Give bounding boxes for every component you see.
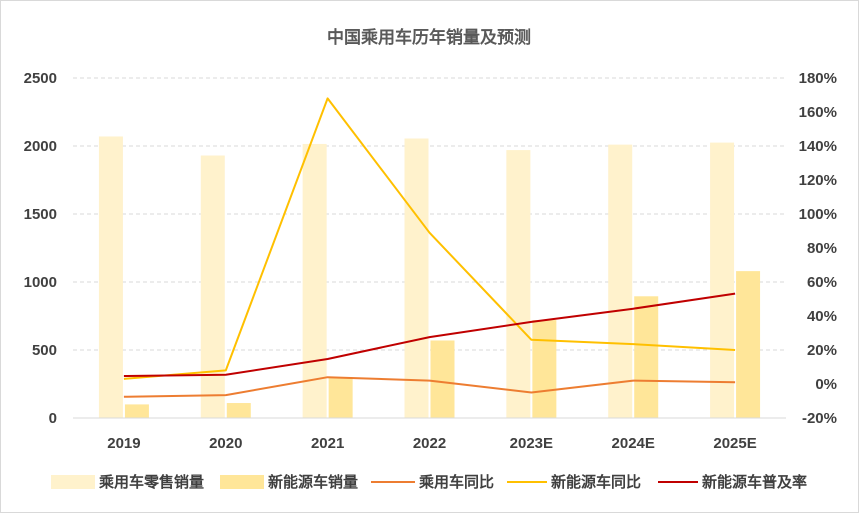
bar: [710, 142, 735, 418]
right-tick-label: 160%: [799, 104, 837, 121]
bar: [634, 296, 659, 418]
legend-label: 乘用车同比: [418, 473, 494, 491]
category-label: 2024E: [612, 435, 655, 452]
right-tick-label: 20%: [807, 342, 837, 359]
bar: [200, 155, 225, 418]
right-tick-label: 180%: [799, 70, 837, 87]
left-tick-label: 1000: [24, 274, 57, 291]
left-tick-label: 0: [49, 410, 57, 427]
legend-label: 新能源车同比: [551, 473, 641, 491]
bar: [404, 138, 429, 418]
right-tick-label: 80%: [807, 240, 837, 257]
right-tick-label: 0%: [815, 376, 837, 393]
bar: [532, 320, 557, 418]
series-line: [123, 376, 736, 398]
right-tick-label: 100%: [799, 206, 837, 223]
bar: [98, 136, 123, 419]
right-tick-label: 40%: [807, 308, 837, 325]
legend-label: 新能源车销量: [268, 473, 358, 491]
category-label: 2023E: [510, 435, 553, 452]
gridlines: [73, 77, 786, 351]
left-tick-label: 2500: [24, 70, 57, 87]
bars: [98, 136, 761, 419]
legend-swatch: [51, 475, 95, 489]
left-tick-label: 1500: [24, 206, 57, 223]
bar: [506, 150, 531, 418]
lines: [123, 97, 736, 398]
left-axis: 0 500 1000 1500 2000 2500: [24, 70, 57, 427]
legend-label: 新能源车普及率: [702, 473, 807, 491]
legend: 乘用车零售销量 新能源车销量 乘用车同比 新能源车同比 新能源车普及率: [51, 473, 807, 491]
category-label: 2021: [311, 435, 344, 452]
bar: [124, 404, 149, 418]
right-tick-label: 140%: [799, 138, 837, 155]
series-line: [123, 97, 736, 380]
bar: [736, 271, 761, 418]
x-axis: 2019 2020 2021 2022 2023E 2024E 2025E: [73, 417, 786, 452]
right-axis: -20% 0% 20% 40% 60% 80% 100% 120% 140% 160% 180%: [799, 70, 837, 427]
bar: [226, 403, 251, 418]
chart-title: 中国乘用车历年销量及预测: [327, 27, 531, 47]
category-label: 2019: [107, 435, 140, 452]
right-tick-label: -20%: [802, 410, 837, 427]
bar: [328, 377, 353, 418]
legend-label: 乘用车零售销量: [98, 473, 204, 491]
bar: [608, 144, 633, 418]
right-tick-label: 120%: [799, 172, 837, 189]
left-tick-label: 500: [32, 342, 57, 359]
legend-swatch: [220, 475, 264, 489]
left-tick-label: 2000: [24, 138, 57, 155]
category-label: 2025E: [713, 435, 756, 452]
series-line: [123, 292, 736, 377]
category-label: 2022: [413, 435, 446, 452]
category-label: 2020: [209, 435, 242, 452]
bar: [302, 143, 327, 418]
bar: [430, 340, 455, 418]
right-tick-label: 60%: [807, 274, 837, 291]
